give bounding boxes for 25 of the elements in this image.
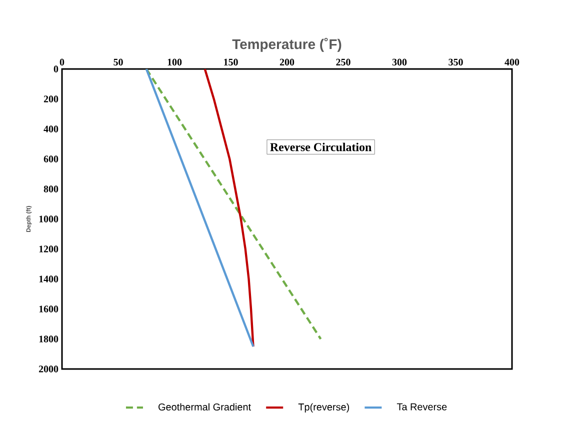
x-tick-label: 100 (168, 58, 182, 66)
legend-label: Ta Reverse (396, 403, 447, 410)
x-tick-label: 350 (448, 58, 463, 66)
y-tick-label: 1800 (39, 336, 58, 342)
x-tick-label: 400 (504, 58, 520, 66)
y-tick-label: 1400 (39, 276, 58, 282)
y-tick-label: 200 (44, 96, 58, 102)
y-tick-label: 1200 (39, 246, 58, 252)
x-tick-label: 0 (60, 58, 64, 66)
legend-label: Geothermal Gradient (158, 403, 251, 411)
legend-label: Tp(reverse) (298, 403, 350, 412)
x-tick-label: 50 (114, 58, 123, 66)
y-tick-label: 1600 (39, 306, 58, 312)
y-tick-label: 600 (44, 156, 58, 162)
y-tick-label: 1000 (39, 216, 58, 222)
y-tick-label: 0 (54, 66, 58, 72)
y-tick-label: 400 (44, 126, 58, 132)
x-tick-label: 150 (224, 58, 238, 66)
y-tick-label: 800 (44, 186, 58, 192)
x-tick-label: 250 (336, 58, 350, 66)
x-tick-label: 200 (280, 58, 294, 66)
x-axis-title: Temperature (˚F) (232, 38, 342, 52)
y-tick-label: 2000 (38, 366, 58, 372)
annotation: Reverse Circulation (270, 142, 372, 152)
x-tick-label: 300 (392, 58, 407, 66)
